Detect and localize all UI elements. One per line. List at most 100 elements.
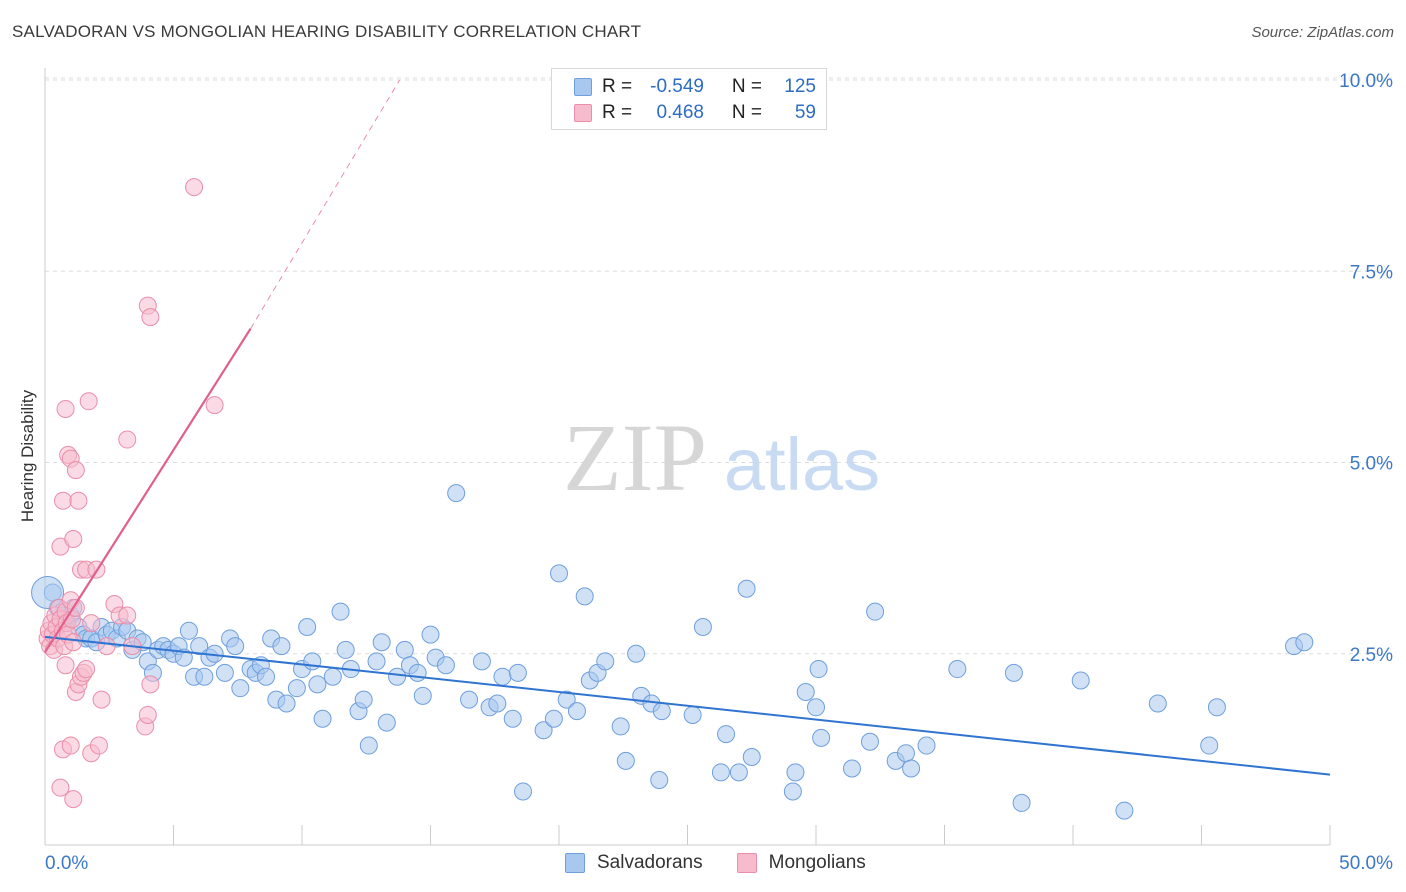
mongolian-point xyxy=(118,430,137,449)
y-tick-label: 7.5% xyxy=(1350,262,1393,283)
salvadoran-point xyxy=(1148,694,1167,713)
salvadoran-point xyxy=(298,617,317,636)
mongolian-point xyxy=(56,656,75,675)
mongolian-point xyxy=(205,396,224,415)
salvadoran-point xyxy=(650,770,669,789)
salvadoran-point xyxy=(323,667,342,686)
salvadoran-point xyxy=(287,679,306,698)
salvadoran-point xyxy=(693,617,712,636)
salvadoran-point xyxy=(226,637,245,656)
mongolian-point xyxy=(89,736,108,755)
salvadoran-point xyxy=(902,759,921,778)
salvadoran-point xyxy=(460,690,479,709)
salvadoran-point xyxy=(842,759,861,778)
salvadoran-point xyxy=(257,667,276,686)
salvadoran-point xyxy=(190,637,209,656)
legend-item-mongolians[interactable]: Mongolians xyxy=(736,852,866,874)
salvadoran-point xyxy=(796,683,815,701)
salvadoran-point xyxy=(413,686,432,705)
salvadoran-point xyxy=(807,698,825,717)
grid-lines xyxy=(45,77,1392,655)
salvadoran-point xyxy=(493,667,512,686)
mongolian-point xyxy=(61,736,80,755)
salvadoran-point xyxy=(948,660,967,679)
r-value: 0.468 xyxy=(656,102,704,123)
y-tick-label: 10.0% xyxy=(1339,71,1393,92)
mongolians-points xyxy=(38,178,224,809)
salvadoran-point xyxy=(331,602,350,621)
salvadoran-point xyxy=(717,725,736,744)
y-tick-label: 2.5% xyxy=(1350,645,1393,666)
series-legend: Salvadorans Mongolians xyxy=(565,852,900,874)
salvadoran-point xyxy=(557,690,576,709)
mongolian-point xyxy=(79,392,98,411)
salvadoran-point xyxy=(1004,663,1023,682)
r-label: R = xyxy=(602,76,633,97)
n-value: 59 xyxy=(794,102,816,123)
mongolian-point xyxy=(141,308,160,327)
salvadoran-point xyxy=(508,663,527,682)
mongolian-point xyxy=(64,530,83,548)
salvadoran-point xyxy=(308,675,327,694)
watermark-atlas: atlas xyxy=(724,423,880,506)
mongolian-point xyxy=(51,778,70,797)
mongolian-point xyxy=(92,690,111,709)
salvadoran-point xyxy=(711,763,730,782)
mongolian-point xyxy=(53,491,72,510)
mongolian-point xyxy=(77,660,96,679)
salvadoran-point xyxy=(742,748,761,767)
salvadorans-trend-line xyxy=(44,635,1331,776)
mongolian-point xyxy=(56,399,75,418)
salvadoran-point xyxy=(866,602,885,621)
blue-swatch-icon xyxy=(574,78,592,96)
salvadoran-point xyxy=(544,709,563,728)
source-label: Source: ZipAtlas.com xyxy=(1251,24,1394,41)
salvadoran-point xyxy=(812,728,831,747)
salvadoran-point xyxy=(860,732,879,751)
salvadoran-point xyxy=(896,744,915,763)
mongolian-point xyxy=(138,705,157,724)
salvadoran-point xyxy=(436,656,455,675)
mongolian-point xyxy=(141,675,160,694)
mongolian-point xyxy=(64,790,83,809)
salvadoran-point xyxy=(174,648,193,667)
salvadoran-point xyxy=(503,709,522,728)
correlation-legend: R = -0.549 N = 125 R = 0.468 N = 59 xyxy=(551,68,827,130)
salvadoran-point xyxy=(395,640,414,659)
legend-item-salvadorans[interactable]: Salvadorans xyxy=(565,852,703,874)
mongolian-point xyxy=(185,178,204,197)
y-axis-label: Hearing Disability xyxy=(18,389,37,523)
mongolian-point xyxy=(97,637,116,656)
salvadoran-point xyxy=(1071,671,1090,690)
axes xyxy=(44,68,1331,846)
chart-title: SALVADORAN VS MONGOLIAN HEARING DISABILI… xyxy=(12,22,642,41)
mongolian-point xyxy=(64,633,83,652)
mongolian-point xyxy=(66,461,85,480)
mongolian-point xyxy=(69,491,88,510)
legend-row-mongolians: R = 0.468 N = 59 xyxy=(574,101,816,125)
legend-label: Mongolians xyxy=(768,852,866,873)
pink-swatch-icon xyxy=(574,104,592,122)
salvadoran-point xyxy=(786,763,805,782)
salvadoran-point xyxy=(616,751,635,770)
salvadoran-point xyxy=(472,652,491,671)
salvadoran-point xyxy=(611,717,630,736)
y-tick-label: 5.0% xyxy=(1350,454,1393,475)
blue-swatch-icon xyxy=(565,853,585,873)
salvadoran-point xyxy=(550,564,568,583)
salvadoran-point xyxy=(408,663,427,682)
salvadoran-point xyxy=(367,652,386,671)
salvadoran-point xyxy=(215,663,234,682)
salvadoran-point xyxy=(336,640,355,659)
salvadoran-point xyxy=(567,702,586,721)
x-tick-label: 50.0% xyxy=(1339,853,1393,874)
salvadoran-point xyxy=(447,484,466,503)
watermark-zip: ZIP xyxy=(563,404,707,511)
salvadoran-point xyxy=(514,782,533,801)
salvadoran-point xyxy=(354,690,373,709)
mongolians-trend-extension xyxy=(250,79,401,329)
salvadoran-point xyxy=(729,763,748,782)
mongolian-point xyxy=(82,614,101,633)
salvadoran-point xyxy=(783,782,802,801)
